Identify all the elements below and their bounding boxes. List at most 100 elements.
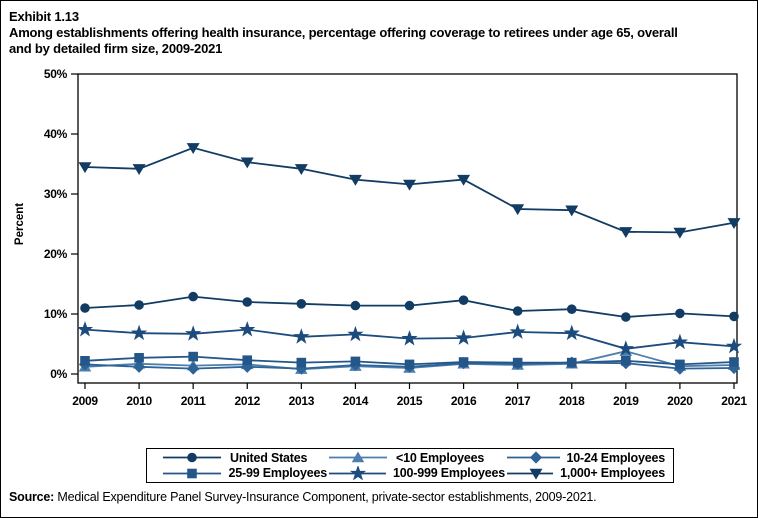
plot-frame bbox=[77, 73, 738, 384]
diamond-marker bbox=[529, 451, 543, 464]
x-tick-label: 2009 bbox=[72, 394, 98, 408]
circle-marker bbox=[566, 304, 577, 314]
100-999-employees-legend-marker-icon bbox=[329, 465, 387, 481]
star-marker bbox=[239, 321, 256, 337]
chart-legend: United States <10 Employees 10-24 Employee… bbox=[146, 448, 674, 483]
legend-row: 25-99 Employees 100-999 Employees 1,000+ E… bbox=[151, 465, 669, 481]
x-tick-label: 2014 bbox=[343, 394, 369, 408]
star-marker bbox=[130, 324, 148, 341]
star-marker bbox=[293, 328, 310, 344]
star-marker bbox=[401, 330, 418, 346]
star-marker bbox=[455, 329, 472, 345]
circle-marker bbox=[242, 297, 253, 307]
circle-marker bbox=[187, 453, 197, 463]
chart-title-line2: and by detailed firm size, 2009-2021 bbox=[9, 41, 223, 56]
x-tick-label: 2020 bbox=[667, 394, 693, 408]
legend-item-1-000-employees: 1,000+ Employees bbox=[505, 466, 665, 481]
circle-marker bbox=[80, 303, 90, 313]
triangle-down-marker bbox=[511, 204, 525, 216]
triangle-down-marker bbox=[186, 143, 200, 154]
square-marker bbox=[187, 468, 197, 478]
circle-marker bbox=[458, 295, 469, 305]
star-marker bbox=[347, 325, 364, 342]
square-marker bbox=[242, 355, 253, 365]
legend-label: 1,000+ Employees bbox=[560, 466, 665, 481]
circle-marker bbox=[729, 311, 739, 322]
25-99-employees-legend-marker-icon bbox=[163, 468, 221, 478]
10-24-employees-legend-marker-icon bbox=[507, 451, 560, 464]
source-text: Medical Expenditure Panel Survey-Insuran… bbox=[54, 490, 597, 504]
x-tick-label: 2015 bbox=[397, 394, 423, 408]
triangle-down-marker bbox=[78, 162, 92, 174]
x-tick-label: 2013 bbox=[289, 394, 315, 408]
triangle-down-marker bbox=[619, 227, 633, 238]
x-tick-label: 2021 bbox=[721, 394, 747, 408]
triangle-down-marker bbox=[348, 174, 362, 186]
triangle-down-marker bbox=[294, 164, 308, 175]
square-marker bbox=[729, 357, 739, 367]
triangle-down-marker bbox=[673, 227, 687, 239]
circle-marker bbox=[296, 299, 307, 309]
circle-marker bbox=[404, 300, 415, 311]
x-tick-label: 2010 bbox=[126, 394, 152, 408]
series-100-999-employees bbox=[76, 321, 743, 356]
triangle-up-marker bbox=[351, 451, 365, 463]
y-tick-label: 50% bbox=[44, 67, 68, 81]
legend-label: United States bbox=[230, 450, 308, 465]
legend-row: United States <10 Employees 10-24 Employee… bbox=[151, 450, 669, 465]
y-axis-title: Percent bbox=[14, 203, 26, 245]
square-marker bbox=[566, 357, 577, 368]
source-label: Source: bbox=[9, 490, 55, 504]
1-000-employees-legend-marker-icon bbox=[507, 468, 554, 480]
square-marker bbox=[404, 359, 415, 370]
legend-label: 25-99 Employees bbox=[228, 466, 328, 481]
source-note: Source: Medical Expenditure Panel Survey… bbox=[9, 490, 597, 504]
x-tick-label: 2017 bbox=[505, 394, 531, 408]
triangle-down-marker bbox=[403, 179, 416, 191]
series-united-states bbox=[80, 291, 739, 322]
legend-item-100-999-employees: 100-999 Employees bbox=[327, 465, 505, 481]
circle-marker bbox=[512, 306, 523, 316]
triangle-down-marker bbox=[132, 164, 146, 175]
square-marker bbox=[512, 357, 523, 368]
diamond-marker bbox=[187, 362, 200, 375]
triangle-down-marker bbox=[457, 174, 471, 186]
square-marker bbox=[188, 351, 198, 362]
circle-marker bbox=[188, 291, 198, 302]
circle-marker bbox=[134, 300, 144, 310]
x-tick-label: 2012 bbox=[235, 394, 261, 408]
y-tick-label: 40% bbox=[44, 127, 68, 141]
y-tick-label: 10% bbox=[44, 307, 68, 321]
square-marker bbox=[296, 357, 307, 368]
square-marker bbox=[350, 356, 361, 367]
x-tick-label: 2018 bbox=[559, 394, 585, 408]
star-marker bbox=[509, 323, 526, 339]
diamond-marker bbox=[132, 360, 146, 373]
legend-item-25-99-employees: 25-99 Employees bbox=[161, 466, 327, 481]
series-1-000-employees bbox=[78, 143, 741, 239]
circle-marker bbox=[350, 300, 361, 311]
chart-title-line1: Among establishments offering health ins… bbox=[9, 25, 678, 40]
series-25-99-employees bbox=[80, 351, 739, 370]
y-tick-label: 0% bbox=[50, 367, 67, 381]
legend-item-10-24-employees: 10-24 Employees bbox=[505, 450, 665, 465]
square-marker bbox=[621, 356, 631, 366]
y-tick-label: 30% bbox=[44, 187, 68, 201]
exhibit-number: Exhibit 1.13 bbox=[9, 9, 79, 24]
x-tick-label: 2016 bbox=[451, 394, 477, 408]
star-marker bbox=[349, 465, 367, 481]
circle-marker bbox=[621, 312, 631, 322]
retiree-coverage-line-chart: 0% 10% 20% 30% 40% 50% Percent 2009 2010 2011 2012… bbox=[14, 67, 748, 408]
star-marker bbox=[563, 324, 580, 341]
x-tick-label: 2019 bbox=[613, 394, 639, 408]
legend-label: 100-999 Employees bbox=[393, 466, 505, 481]
star-marker bbox=[76, 321, 94, 337]
star-marker bbox=[185, 325, 202, 341]
star-marker bbox=[617, 340, 634, 356]
star-marker bbox=[671, 333, 689, 350]
x-tick-label: 2011 bbox=[181, 394, 206, 408]
triangle-down-marker bbox=[727, 218, 741, 229]
star-marker bbox=[725, 337, 743, 354]
legend-item-10-employees: <10 Employees bbox=[327, 450, 505, 465]
